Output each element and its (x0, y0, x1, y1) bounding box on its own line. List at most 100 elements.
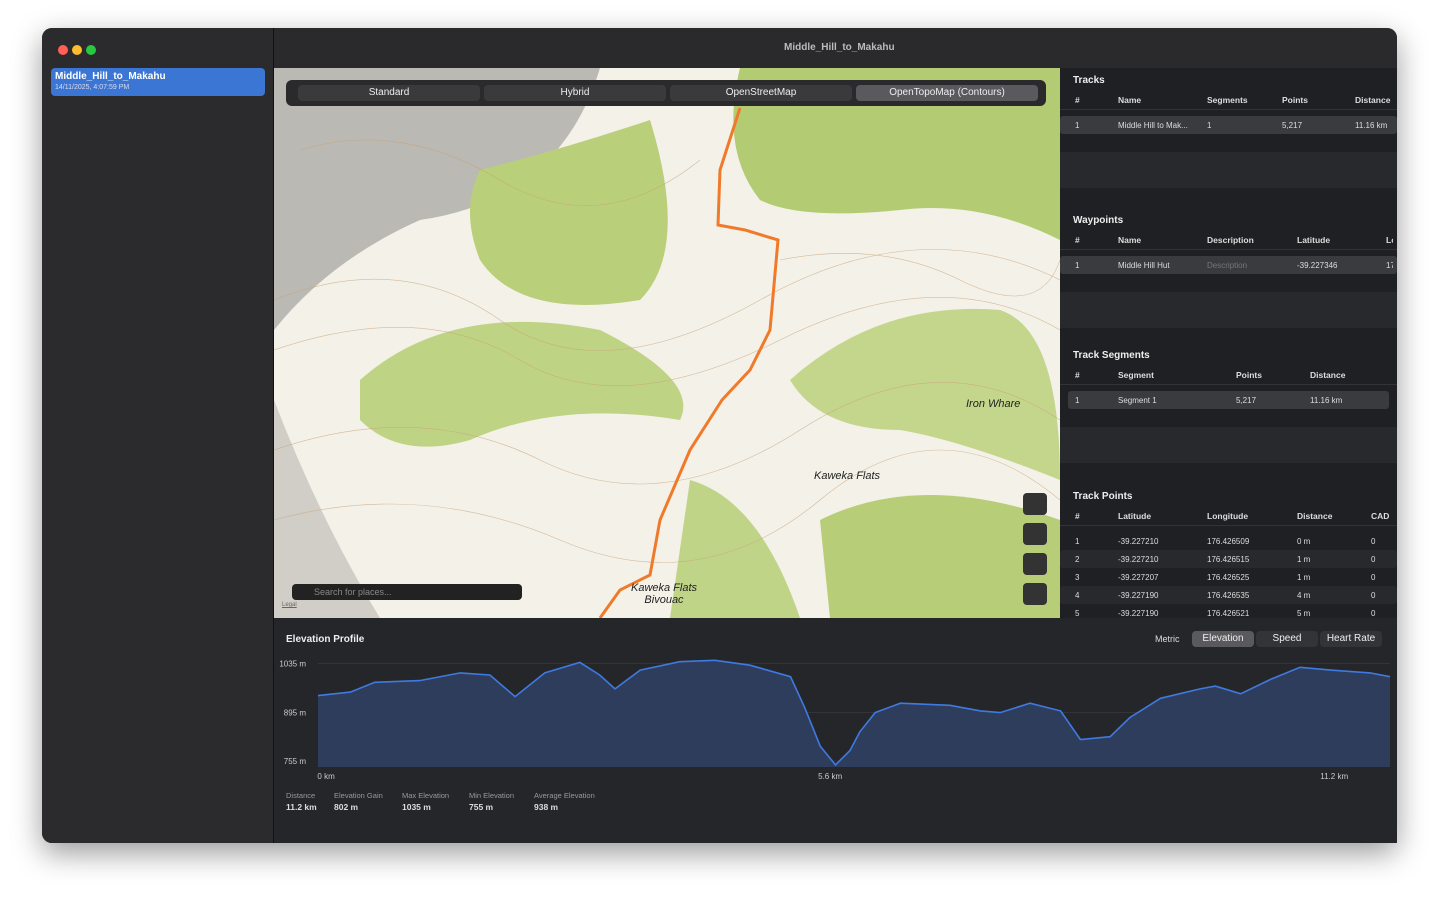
metric-tab[interactable]: Speed (1256, 631, 1318, 647)
empty-row (1060, 152, 1397, 170)
table-cell: 1 (1075, 121, 1080, 130)
map-button[interactable] (1023, 493, 1047, 515)
table-cell: -39.227190 (1118, 591, 1159, 600)
stat-label: Distance (286, 791, 316, 800)
column-header: Longitude (1207, 511, 1249, 521)
section-title: Track Points (1073, 491, 1133, 502)
column-header: Latitude (1297, 235, 1331, 245)
panel-title: Elevation Profile (286, 634, 365, 645)
table-cell: 0 (1371, 537, 1376, 546)
table-cell: 5,217 (1282, 121, 1303, 130)
table-cell: 176.426509 (1207, 537, 1250, 546)
column-header: Name (1118, 95, 1142, 105)
stat-label: Min Elevation (469, 791, 515, 800)
table-cell: -39.227346 (1297, 261, 1338, 270)
column-header: Longitude (1386, 235, 1393, 245)
stat-value: 1035 m (402, 802, 431, 812)
sidebar-item[interactable]: Middle_Hill_to_Makahu 14/11/2025, 4:07:5… (51, 68, 265, 96)
window-title: Middle_Hill_to_Makahu (784, 42, 895, 53)
place-label: Kaweka Flats Bivouac (630, 582, 698, 606)
forest (733, 68, 1060, 240)
table-cell: 176.426535 (1207, 591, 1250, 600)
column-header: Latitude (1118, 511, 1152, 521)
y-tick-label: 895 m (284, 708, 307, 717)
table-cell: Middle Hill Hut (1118, 261, 1170, 270)
map-tab[interactable]: OpenStreetMap (670, 85, 852, 101)
column-header: Points (1282, 95, 1308, 105)
hill-shade (274, 68, 600, 330)
map-tab[interactable]: Hybrid (484, 85, 666, 101)
table-cell: 0 m (1297, 537, 1311, 546)
header-row (1060, 91, 1397, 110)
map[interactable] (274, 68, 1060, 618)
metric-tab[interactable]: Heart Rate (1320, 631, 1382, 647)
map-button[interactable] (1023, 553, 1047, 575)
column-header: Distance (1310, 370, 1346, 380)
header-row (1060, 231, 1397, 250)
map-tab[interactable]: Standard (298, 85, 480, 101)
column-header: # (1075, 511, 1080, 521)
place-label: Iron Whare (966, 398, 1021, 410)
empty-row (1060, 427, 1397, 445)
track-line (598, 107, 780, 618)
table-cell: 0 (1371, 591, 1376, 600)
header-row (1060, 366, 1397, 385)
table-cell: 2 (1075, 555, 1080, 564)
column-header: Description (1207, 235, 1254, 245)
forest (670, 480, 800, 618)
table-cell: 176.426521 (1207, 609, 1250, 618)
titlebar (274, 28, 1397, 69)
forest (360, 321, 684, 447)
stat-label: Max Elevation (402, 791, 450, 800)
table-cell: 1 (1075, 537, 1080, 546)
table-cell: 5,217 (1236, 396, 1257, 405)
table-row[interactable] (1060, 116, 1397, 134)
stat-label: Average Elevation (534, 791, 595, 800)
column-header: Distance (1297, 511, 1333, 521)
empty-row (1060, 292, 1397, 310)
header-row (1060, 507, 1397, 526)
map-tab[interactable]: OpenTopoMap (Contours) (856, 85, 1038, 101)
section-title: Track Segments (1073, 350, 1150, 361)
table-cell: Middle Hill to Mak... (1118, 121, 1188, 130)
column-header: Distance (1355, 95, 1391, 105)
table-cell: 1 (1075, 261, 1080, 270)
empty-row (1060, 310, 1397, 328)
table-cell: 11.16 km (1310, 396, 1343, 405)
column-header: # (1075, 370, 1080, 380)
map-button[interactable] (1023, 583, 1047, 605)
table-cell: 1 (1075, 396, 1080, 405)
table-cell: 176.426515 (1207, 555, 1250, 564)
table-cell: 3 (1075, 573, 1080, 582)
units[interactable]: Metric (1155, 634, 1180, 644)
table-cell: 0 (1371, 609, 1376, 618)
legal-link[interactable]: Legal (282, 602, 297, 608)
table-cell: -39.227207 (1118, 573, 1159, 582)
column-header: # (1075, 95, 1080, 105)
column-header: Name (1118, 235, 1142, 245)
item-date: 14/11/2025, 4:07:59 PM (55, 84, 130, 91)
elevation-chart: 1035 m 895 m 755 m 0 km 5.6 km 11.2 km (279, 659, 1391, 781)
table-row[interactable] (1060, 550, 1397, 568)
table-cell: 4 (1075, 591, 1080, 600)
table-cell: 1 m (1297, 573, 1311, 582)
table-row[interactable] (1060, 586, 1397, 604)
search-box[interactable]: Search for places... (292, 584, 522, 600)
table-cell: -39.227210 (1118, 537, 1159, 546)
table-cell: 0 (1371, 573, 1376, 582)
traffic-lights[interactable] (58, 42, 96, 60)
table-row[interactable] (1060, 256, 1397, 274)
place-label: Kaweka Flats (814, 470, 881, 482)
item-name: Middle_Hill_to_Makahu (55, 71, 166, 82)
table-cell: 5 (1075, 609, 1080, 618)
metric-tab[interactable]: Elevation (1192, 631, 1254, 647)
column-header: # (1075, 235, 1080, 245)
y-tick-label: 1035 m (279, 659, 306, 668)
table-row[interactable] (1068, 391, 1389, 409)
table-cell: 5 m (1297, 609, 1311, 618)
map-button[interactable] (1023, 523, 1047, 545)
stat-value: 802 m (334, 802, 359, 812)
table-cell: 176.426525 (1207, 573, 1250, 582)
stat-label: Elevation Gain (334, 791, 383, 800)
